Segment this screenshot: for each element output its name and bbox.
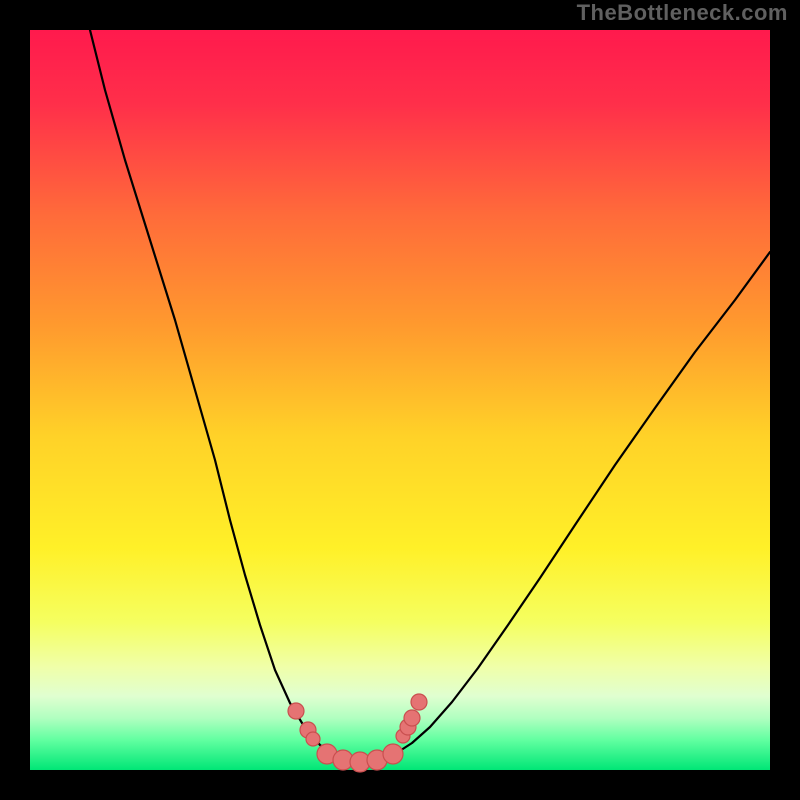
marker-point (404, 710, 420, 726)
marker-point (411, 694, 427, 710)
marker-point (288, 703, 304, 719)
watermark-text: TheBottleneck.com (577, 0, 788, 26)
chart-svg (0, 0, 800, 800)
gradient-background (30, 30, 770, 770)
marker-point (306, 732, 320, 746)
chart-root: TheBottleneck.com (0, 0, 800, 800)
marker-point (383, 744, 403, 764)
